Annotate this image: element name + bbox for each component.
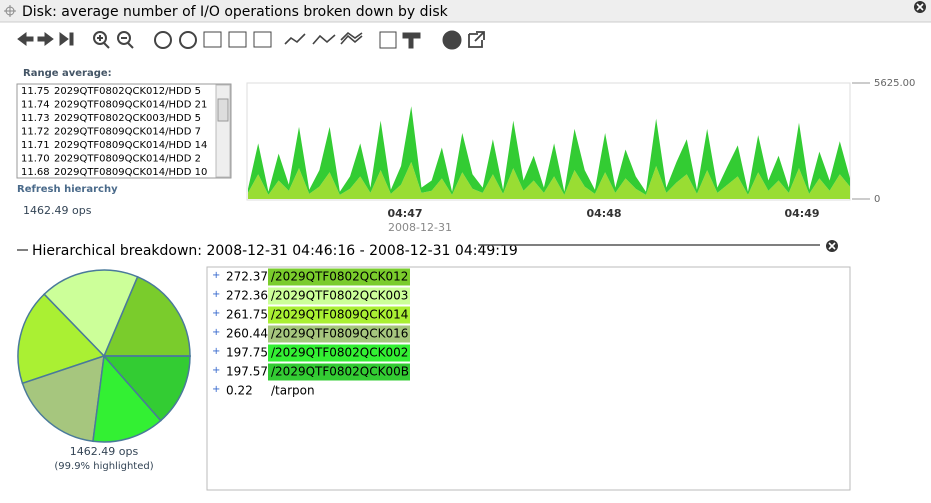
- item-value: 272.36: [226, 289, 268, 303]
- table-3[interactable]: [254, 32, 271, 47]
- range-label[interactable]: 2029QTF0809QCK014/HDD 10: [54, 167, 207, 178]
- range-value: 11.71: [21, 140, 50, 151]
- item-label[interactable]: /2029QTF0802QCK00B: [271, 365, 409, 379]
- item-label[interactable]: /2029QTF0802QCK003: [271, 289, 408, 303]
- item-label[interactable]: /2029QTF0802QCK012: [271, 270, 408, 284]
- range-label[interactable]: 2029QTF0809QCK014/HDD 21: [54, 100, 207, 111]
- export[interactable]: [469, 32, 484, 47]
- table-1[interactable]: [204, 32, 221, 47]
- forward-button[interactable]: [38, 33, 53, 45]
- palette[interactable]: [443, 31, 461, 49]
- x-tick-label: 04:48: [586, 207, 621, 220]
- y-tick-label: 0: [874, 194, 880, 205]
- item-label[interactable]: /tarpon: [271, 384, 315, 398]
- range-label[interactable]: 2029QTF0809QCK014/HDD 14: [54, 140, 207, 151]
- range-value: 11.73: [21, 113, 50, 124]
- line-2[interactable]: [313, 35, 335, 44]
- breakdown-title: Hierarchical breakdown: 2008-12-31 04:46…: [32, 243, 518, 259]
- item-label[interactable]: /2029QTF0809QCK016: [271, 327, 408, 341]
- range-value: 11.72: [21, 127, 50, 138]
- range-value: 11.74: [21, 100, 50, 111]
- expand-toggle[interactable]: +: [212, 289, 220, 300]
- item-value: 272.37: [226, 270, 268, 284]
- range-label[interactable]: 2029QTF0809QCK014/HDD 2: [54, 154, 201, 165]
- item-value: 197.75: [226, 346, 268, 360]
- close-button[interactable]: [914, 1, 926, 13]
- item-label[interactable]: /2029QTF0809QCK014: [271, 308, 408, 322]
- table-2[interactable]: [229, 32, 246, 47]
- date-label: 2008-12-31: [388, 221, 452, 234]
- expand[interactable]: [380, 32, 396, 48]
- expand-toggle[interactable]: +: [212, 270, 220, 281]
- pie-total: 1462.49 ops: [70, 445, 139, 458]
- line-3[interactable]: [341, 33, 362, 44]
- expand-toggle[interactable]: +: [212, 308, 220, 319]
- range-average-label: Range average:: [23, 68, 112, 79]
- range-value: 11.70: [21, 154, 50, 165]
- scroll-thumb[interactable]: [218, 99, 228, 121]
- end-button[interactable]: [60, 33, 73, 45]
- range-value: 11.75: [21, 86, 50, 97]
- y-tick-label: 5625.00: [874, 78, 915, 89]
- back-button[interactable]: [18, 33, 33, 45]
- pie-highlight: (99.9% highlighted): [54, 461, 153, 472]
- x-tick-label: 04:47: [387, 207, 422, 220]
- refresh-link[interactable]: Refresh hierarchy: [17, 184, 118, 195]
- item-value: 197.57: [226, 365, 268, 379]
- expand-toggle[interactable]: +: [212, 365, 220, 376]
- toolbar: [18, 31, 484, 49]
- item-value: 261.75: [226, 308, 268, 322]
- expand-toggle[interactable]: +: [212, 346, 220, 357]
- tools[interactable]: [403, 33, 420, 48]
- range-value: 11.68: [21, 167, 50, 178]
- item-label[interactable]: /2029QTF0802QCK002: [271, 346, 408, 360]
- line-1[interactable]: [285, 34, 305, 44]
- expand-toggle[interactable]: +: [212, 327, 220, 338]
- breakdown-close[interactable]: [826, 240, 838, 252]
- range-label[interactable]: 2029QTF0809QCK014/HDD 7: [54, 127, 201, 138]
- item-value: 0.22: [226, 384, 253, 398]
- range-label[interactable]: 2029QTF0802QCK012/HDD 5: [54, 86, 201, 97]
- expand-toggle[interactable]: +: [212, 384, 220, 395]
- time-1[interactable]: [155, 32, 171, 48]
- range-label[interactable]: 2029QTF0802QCK003/HDD 5: [54, 113, 201, 124]
- x-tick-label: 04:49: [784, 207, 819, 220]
- window-title: Disk: average number of I/O operations b…: [22, 4, 449, 20]
- total-ops: 1462.49 ops: [23, 204, 92, 217]
- time-2[interactable]: [180, 32, 196, 48]
- item-value: 260.44: [226, 327, 268, 341]
